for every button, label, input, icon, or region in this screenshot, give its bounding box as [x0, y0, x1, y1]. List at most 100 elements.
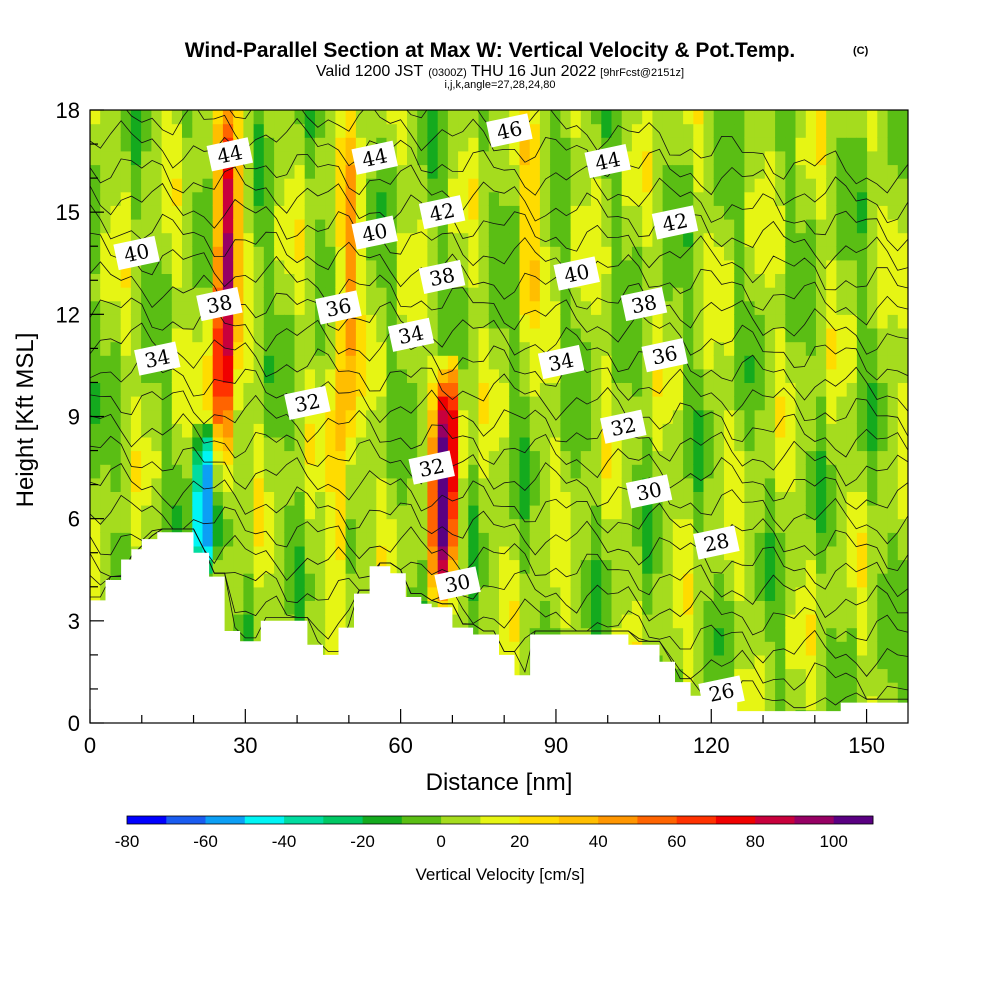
velocity-cell [263, 300, 275, 315]
velocity-cell [662, 368, 674, 383]
velocity-cell [263, 150, 275, 166]
velocity-cell [591, 328, 602, 343]
velocity-cell [795, 518, 807, 533]
velocity-cell [754, 668, 766, 683]
velocity-cell [672, 178, 684, 193]
velocity-cell [846, 232, 858, 247]
velocity-cell [355, 423, 367, 438]
velocity-cell [754, 436, 766, 452]
velocity-cell [100, 232, 111, 247]
velocity-cell [499, 477, 510, 492]
velocity-cell [345, 545, 357, 561]
velocity-cell [294, 191, 306, 206]
velocity-cell [744, 627, 756, 642]
velocity-cell [243, 600, 255, 615]
velocity-cell [90, 368, 101, 383]
velocity-cell [805, 518, 817, 533]
velocity-cell [161, 477, 173, 492]
velocity-cell [499, 450, 510, 465]
velocity-cell [805, 573, 817, 588]
velocity-cell [816, 586, 827, 601]
velocity-cell [652, 409, 664, 424]
velocity-cell [212, 505, 224, 520]
velocity-cell [591, 423, 602, 438]
velocity-cell [867, 396, 878, 411]
velocity-cell [407, 273, 418, 288]
velocity-cell [519, 368, 531, 383]
velocity-cell [376, 518, 388, 533]
velocity-cell [539, 273, 551, 288]
velocity-cell [652, 382, 664, 397]
colorbar-segment [637, 816, 678, 824]
velocity-cell [509, 382, 520, 397]
velocity-cell [192, 450, 204, 465]
velocity-cell [591, 300, 602, 315]
velocity-cell [570, 368, 582, 383]
velocity-cell [539, 246, 551, 261]
velocity-cell [529, 423, 541, 438]
velocity-cell [550, 477, 561, 492]
velocity-cell [724, 436, 735, 452]
colorbar-segment [244, 816, 285, 824]
velocity-cell [529, 559, 541, 574]
velocity-cell [703, 314, 715, 329]
velocity-cell [192, 219, 204, 234]
velocity-cell [805, 137, 817, 152]
velocity-cell [734, 178, 745, 193]
velocity-cell [601, 573, 613, 588]
velocity-cell [662, 545, 674, 561]
velocity-cell [447, 600, 459, 615]
velocity-cell [754, 654, 766, 670]
velocity-cell [846, 614, 858, 629]
velocity-cell [499, 328, 510, 343]
velocity-cell [499, 586, 510, 601]
velocity-cell [325, 559, 336, 574]
velocity-cell [304, 423, 316, 438]
velocity-cell [233, 423, 244, 438]
velocity-cell [212, 464, 224, 479]
velocity-cell [662, 573, 674, 588]
velocity-cell [672, 559, 684, 574]
velocity-cell [693, 300, 705, 315]
velocity-cell [519, 654, 531, 670]
velocity-cell [693, 219, 705, 234]
velocity-cell [427, 477, 439, 492]
velocity-cell [274, 273, 285, 288]
velocity-cell [734, 641, 745, 656]
velocity-cell [703, 368, 715, 383]
velocity-cell [345, 259, 357, 274]
velocity-cell [611, 396, 623, 411]
velocity-cell [437, 368, 449, 383]
velocity-cell [427, 586, 439, 601]
velocity-cell [458, 191, 469, 206]
velocity-cell [775, 436, 786, 452]
velocity-cell [386, 491, 398, 506]
velocity-cell [775, 614, 786, 629]
velocity-cell [734, 341, 745, 356]
velocity-cell [897, 232, 908, 247]
velocity-cell [897, 191, 908, 206]
velocity-cell [816, 232, 827, 247]
velocity-cell [315, 328, 326, 343]
velocity-cell [499, 641, 510, 656]
velocity-cell [130, 232, 142, 247]
velocity-cell [652, 627, 664, 642]
velocity-cell [529, 532, 541, 547]
velocity-cell [754, 110, 766, 125]
velocity-cell [529, 246, 541, 261]
contour-label: 46 [486, 113, 533, 148]
velocity-cell [775, 532, 786, 547]
velocity-cell [417, 246, 428, 261]
velocity-cell [754, 314, 766, 329]
velocity-cell [417, 137, 428, 152]
velocity-cell [795, 409, 807, 424]
velocity-cell [284, 232, 296, 247]
velocity-cell [764, 205, 776, 220]
velocity-cell [458, 150, 469, 166]
velocity-cell [775, 586, 786, 601]
velocity-cell [447, 246, 459, 261]
velocity-cell [458, 409, 469, 424]
velocity-cell [539, 600, 551, 615]
velocity-cell [519, 450, 531, 465]
velocity-cell [417, 409, 428, 424]
